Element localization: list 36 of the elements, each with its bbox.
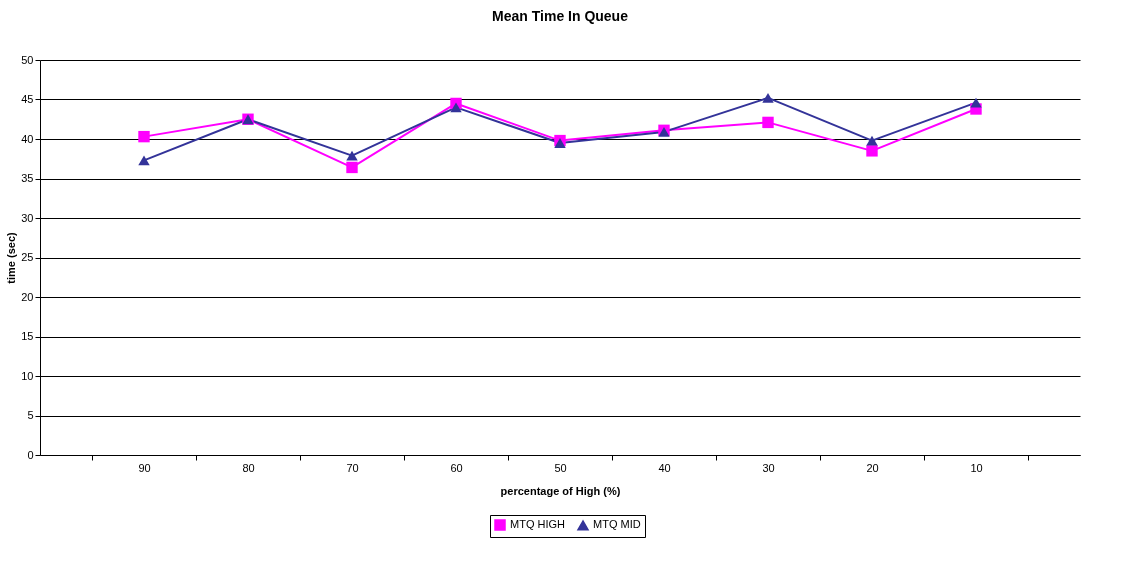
x-tick-label: 60: [450, 461, 463, 474]
y-tick-label: 35: [21, 172, 34, 184]
y-tick-label: 40: [21, 132, 34, 145]
point: [866, 135, 878, 146]
y-tick-label: 30: [21, 211, 34, 224]
y-axis-title: time (sec): [5, 231, 18, 284]
point: [554, 138, 566, 148]
x-tick-label: 80: [242, 461, 255, 474]
point: [762, 116, 774, 129]
point: [138, 155, 150, 166]
x-tick-label: 90: [138, 461, 151, 474]
x-tick-label: 20: [866, 461, 879, 474]
chart-title: Mean Time In Queue: [492, 8, 629, 24]
point: [450, 102, 462, 113]
point: [970, 97, 982, 108]
x-axis-title: percentage of High (%): [500, 484, 621, 497]
y-tick-label: 0: [27, 448, 34, 461]
y-tick-label: 15: [21, 330, 34, 342]
y-tick-label: 20: [21, 290, 34, 303]
legend-label: MTQ MID: [593, 518, 641, 531]
y-tick-label: 50: [21, 53, 34, 66]
x-tick-label: 10: [970, 461, 983, 474]
legend-label: MTQ HIGH: [510, 518, 566, 530]
y-tick-label: 10: [21, 369, 34, 382]
x-tick-label: 30: [762, 461, 775, 474]
x-tick-label: 40: [658, 461, 671, 474]
y-tick-label: 45: [21, 93, 34, 105]
x-tick-label: 70: [346, 461, 359, 474]
y-tick-label: 5: [27, 409, 34, 421]
point: [346, 150, 358, 161]
y-tick-label: 25: [21, 251, 34, 263]
point: [138, 130, 150, 143]
point: [762, 92, 774, 103]
point: [866, 145, 878, 157]
point: [346, 161, 358, 174]
x-tick-label: 50: [554, 461, 567, 474]
